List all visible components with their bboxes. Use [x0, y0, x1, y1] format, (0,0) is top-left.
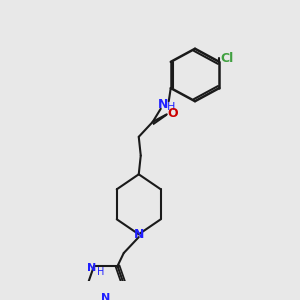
- Text: H: H: [167, 102, 175, 112]
- Text: O: O: [167, 107, 178, 120]
- Text: H: H: [97, 267, 105, 277]
- Text: N: N: [134, 228, 144, 241]
- Text: Cl: Cl: [220, 52, 234, 64]
- Text: N: N: [87, 263, 97, 273]
- Text: N: N: [101, 293, 110, 300]
- Text: N: N: [158, 98, 168, 112]
